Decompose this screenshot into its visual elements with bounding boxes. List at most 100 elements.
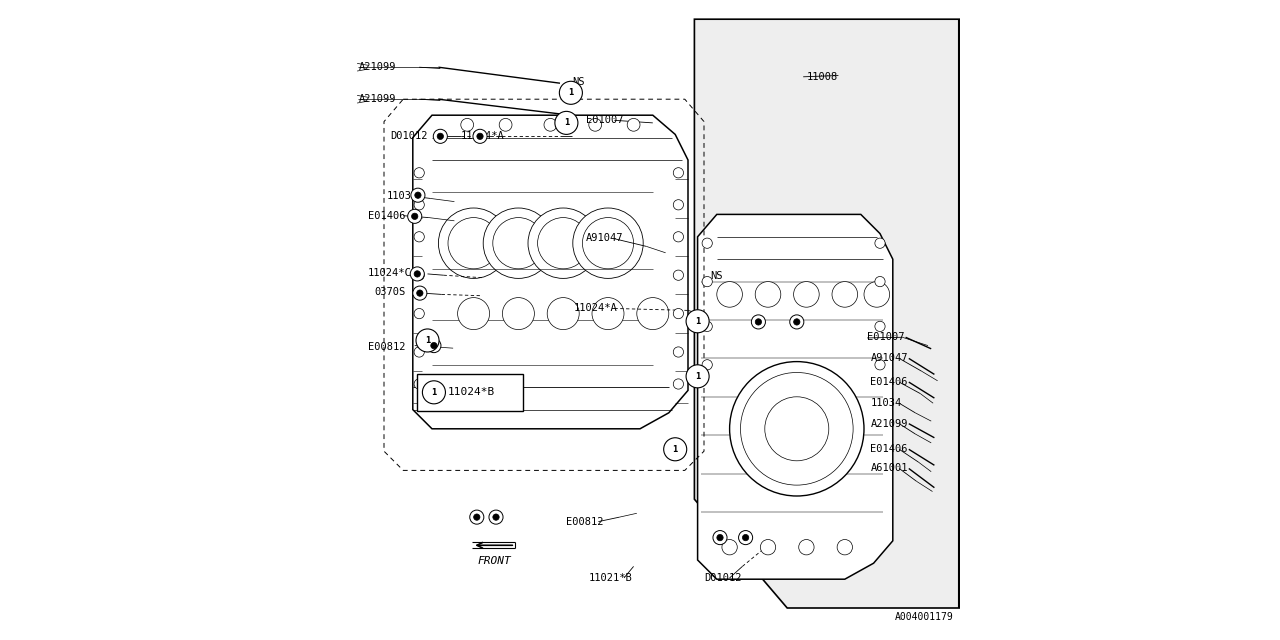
Circle shape (477, 133, 483, 140)
Circle shape (493, 218, 544, 269)
Text: 11021*B: 11021*B (589, 573, 632, 583)
Text: A61001: A61001 (870, 463, 908, 474)
Circle shape (415, 232, 425, 242)
Circle shape (713, 531, 727, 545)
Text: 11024*C: 11024*C (369, 268, 412, 278)
Circle shape (730, 362, 864, 496)
Circle shape (426, 339, 440, 353)
FancyBboxPatch shape (417, 374, 524, 411)
Circle shape (765, 397, 829, 461)
Text: 1: 1 (563, 118, 570, 127)
Circle shape (415, 347, 425, 357)
Circle shape (751, 315, 765, 329)
Circle shape (538, 218, 589, 269)
Circle shape (415, 192, 421, 198)
Circle shape (489, 510, 503, 524)
Circle shape (548, 298, 580, 330)
Circle shape (876, 238, 886, 248)
Circle shape (589, 118, 602, 131)
Circle shape (407, 209, 422, 223)
Circle shape (499, 118, 512, 131)
Text: 11034: 11034 (387, 191, 419, 202)
Circle shape (474, 129, 488, 143)
Circle shape (703, 321, 713, 332)
Circle shape (755, 319, 762, 325)
Circle shape (673, 347, 684, 357)
Text: E00812: E00812 (566, 516, 604, 527)
Circle shape (864, 282, 890, 307)
Circle shape (790, 315, 804, 329)
Circle shape (433, 129, 448, 143)
Circle shape (582, 218, 634, 269)
Text: A21099: A21099 (870, 419, 908, 429)
Circle shape (422, 381, 445, 404)
Circle shape (703, 276, 713, 287)
Text: D01012: D01012 (390, 131, 428, 141)
Text: A004001179: A004001179 (895, 612, 954, 622)
Circle shape (529, 208, 599, 278)
Circle shape (637, 298, 668, 330)
Text: E01406: E01406 (870, 444, 908, 454)
Polygon shape (694, 19, 960, 608)
Text: 1: 1 (425, 336, 430, 345)
Circle shape (740, 372, 852, 485)
Text: A91047: A91047 (870, 353, 908, 364)
Text: 1: 1 (431, 388, 436, 397)
Circle shape (717, 282, 742, 307)
Circle shape (411, 188, 425, 202)
Text: E01007: E01007 (868, 332, 905, 342)
Circle shape (438, 133, 443, 140)
Text: E01406: E01406 (369, 211, 406, 221)
Circle shape (876, 321, 886, 332)
Circle shape (673, 379, 684, 389)
Circle shape (686, 365, 709, 388)
Text: 1: 1 (695, 317, 700, 326)
Text: E00812: E00812 (369, 342, 406, 352)
Circle shape (673, 232, 684, 242)
Text: 11024*B: 11024*B (448, 387, 495, 397)
Polygon shape (412, 115, 689, 429)
Circle shape (832, 282, 858, 307)
Circle shape (591, 298, 625, 330)
Circle shape (493, 514, 499, 520)
Circle shape (415, 270, 425, 280)
Circle shape (673, 200, 684, 210)
Text: 1: 1 (672, 445, 678, 454)
Text: A21099: A21099 (358, 94, 396, 104)
Text: 11024*A: 11024*A (461, 131, 504, 141)
Circle shape (799, 540, 814, 555)
Circle shape (458, 298, 490, 330)
Circle shape (415, 200, 425, 210)
Circle shape (461, 118, 474, 131)
Text: D01012: D01012 (704, 573, 741, 583)
Circle shape (664, 438, 687, 461)
Text: 1: 1 (695, 372, 700, 381)
Circle shape (703, 360, 713, 370)
Text: 0370S: 0370S (374, 287, 406, 298)
Circle shape (417, 290, 422, 296)
Circle shape (559, 81, 582, 104)
Circle shape (627, 118, 640, 131)
Text: FRONT: FRONT (477, 556, 511, 566)
Text: E01007: E01007 (585, 115, 623, 125)
Text: 1: 1 (568, 88, 573, 97)
Text: A91047: A91047 (585, 233, 623, 243)
Circle shape (484, 208, 554, 278)
Circle shape (556, 111, 579, 134)
Polygon shape (698, 214, 893, 579)
Circle shape (876, 360, 886, 370)
Circle shape (794, 319, 800, 325)
Circle shape (502, 298, 535, 330)
Circle shape (410, 267, 425, 281)
Circle shape (673, 308, 684, 319)
Circle shape (794, 282, 819, 307)
Circle shape (412, 213, 417, 220)
Circle shape (412, 286, 428, 300)
Text: A21099: A21099 (358, 62, 396, 72)
Circle shape (431, 342, 436, 349)
Circle shape (448, 218, 499, 269)
Circle shape (573, 208, 644, 278)
Circle shape (474, 514, 480, 520)
Circle shape (438, 208, 509, 278)
Text: 11008: 11008 (806, 72, 837, 82)
